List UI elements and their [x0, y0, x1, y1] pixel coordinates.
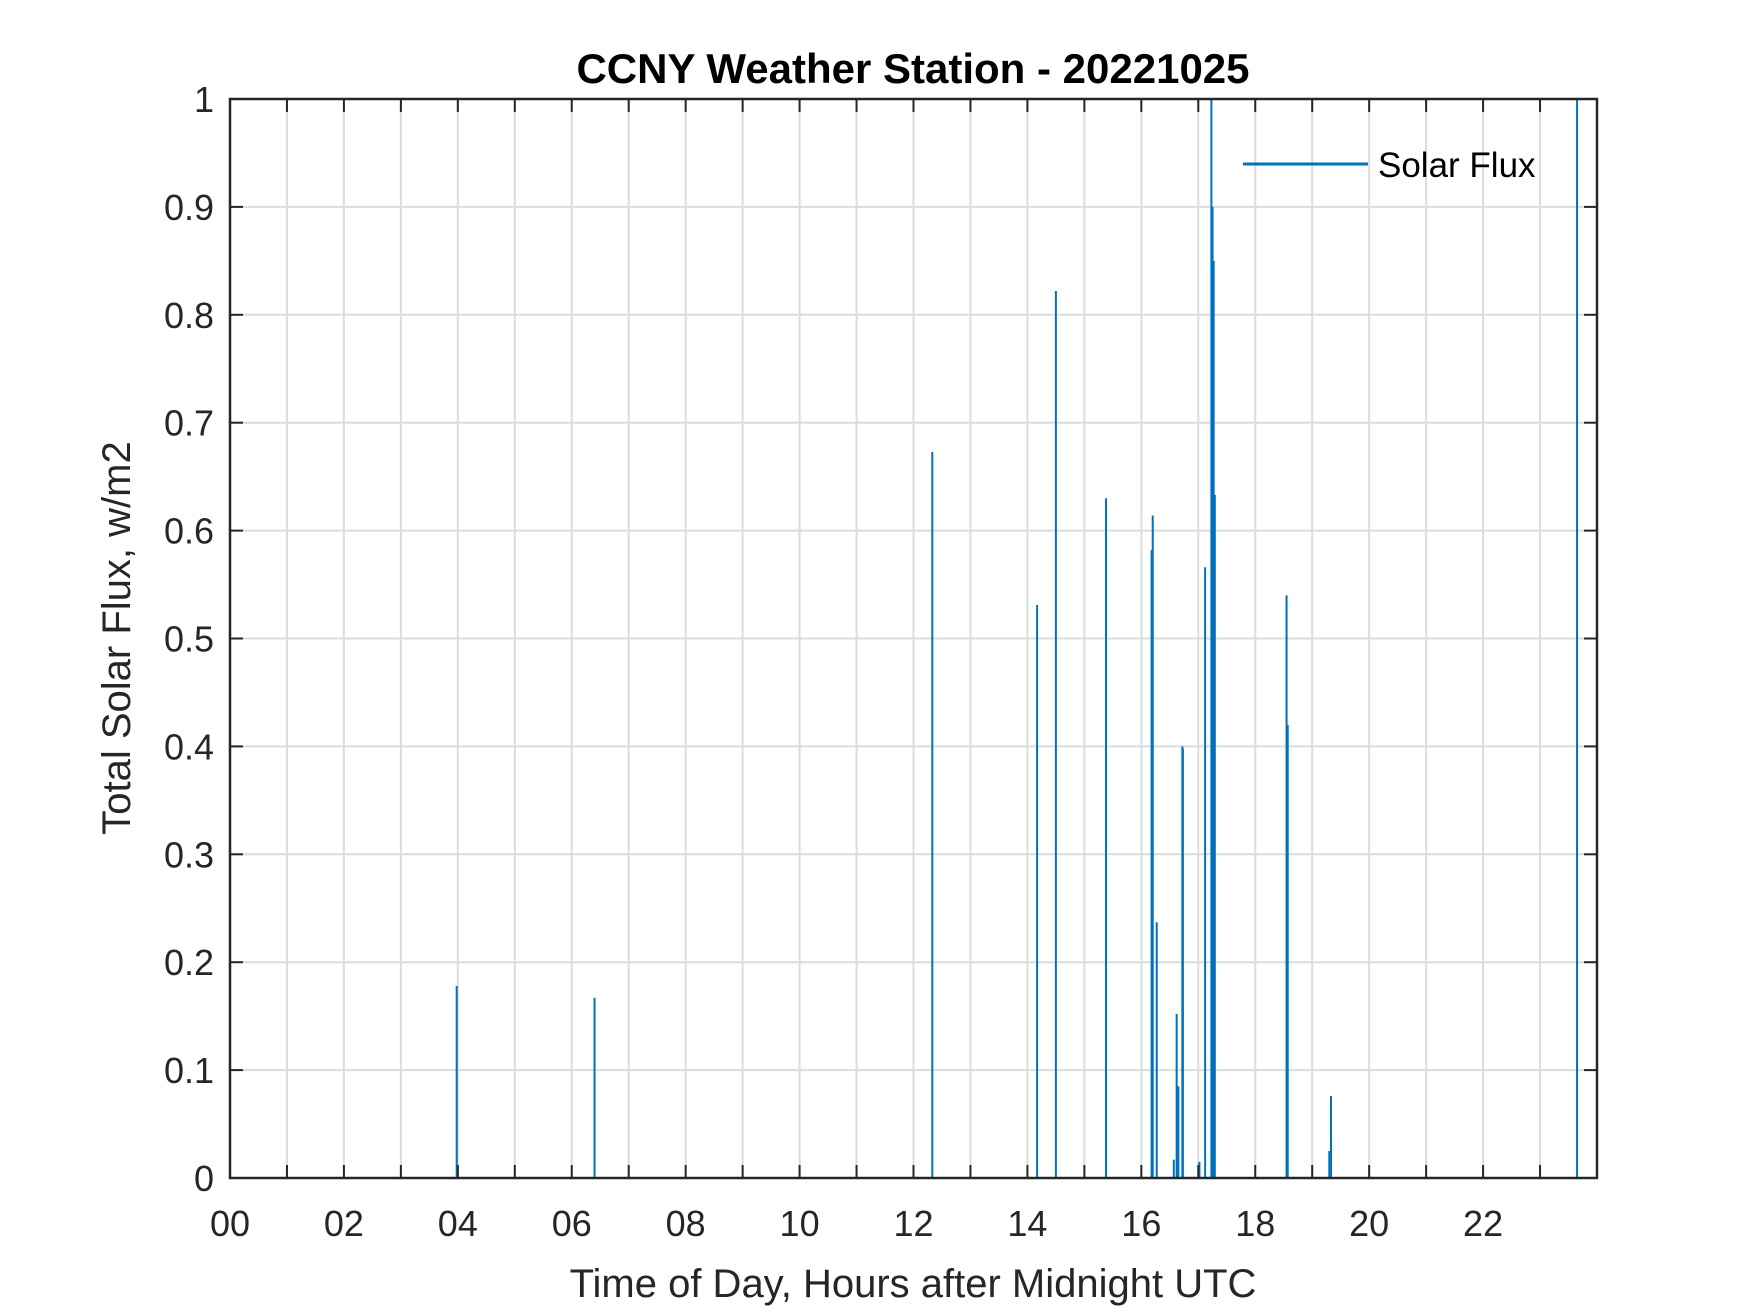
grid-lines: [230, 99, 1597, 1178]
x-axis-label: Time of Day, Hours after Midnight UTC: [570, 1262, 1257, 1306]
y-tick-label: 0.3: [164, 834, 214, 875]
y-tick-label: 0.6: [164, 511, 214, 552]
y-tick-label: 0.5: [164, 619, 214, 660]
y-tick-label: 0: [194, 1158, 214, 1199]
x-tick-label: 18: [1235, 1203, 1275, 1244]
x-tick-label: 00: [210, 1203, 250, 1244]
x-tick-label: 12: [893, 1203, 933, 1244]
y-tick-label: 0.4: [164, 726, 214, 767]
y-tick-label: 0.1: [164, 1050, 214, 1091]
axis-ticks: [229, 98, 1597, 1179]
chart-title: CCNY Weather Station - 20221025: [576, 45, 1249, 92]
x-tick-label: 02: [324, 1203, 364, 1244]
legend: Solar Flux: [1243, 146, 1536, 185]
y-tick-label: 0.2: [164, 942, 214, 983]
x-tick-label: 22: [1463, 1203, 1503, 1244]
x-tick-label: 04: [438, 1203, 478, 1244]
x-tick-label: 20: [1349, 1203, 1389, 1244]
x-tick-label: 14: [1007, 1203, 1047, 1244]
plot-area-frame: [228, 97, 1599, 1180]
x-tick-labels: 00 02 04 06 08 10 12 14 16 18 20 22: [210, 1203, 1503, 1244]
x-tick-label: 08: [666, 1203, 706, 1244]
y-tick-label: 0.9: [164, 187, 214, 228]
series-solar-flux: [455, 99, 1579, 1178]
y-tick-labels: 0 0.1 0.2 0.3 0.4 0.5 0.6 0.7 0.8 0.9 1: [164, 79, 214, 1199]
y-tick-label: 0.7: [164, 403, 214, 444]
y-axis-label: Total Solar Flux, w/m2: [95, 441, 139, 834]
y-tick-label: 0.8: [164, 295, 214, 336]
x-tick-label: 10: [780, 1203, 820, 1244]
x-tick-label: 16: [1121, 1203, 1161, 1244]
legend-entry-solar-flux: Solar Flux: [1378, 146, 1536, 185]
y-tick-label: 1: [194, 79, 214, 120]
x-tick-label: 06: [552, 1203, 592, 1244]
